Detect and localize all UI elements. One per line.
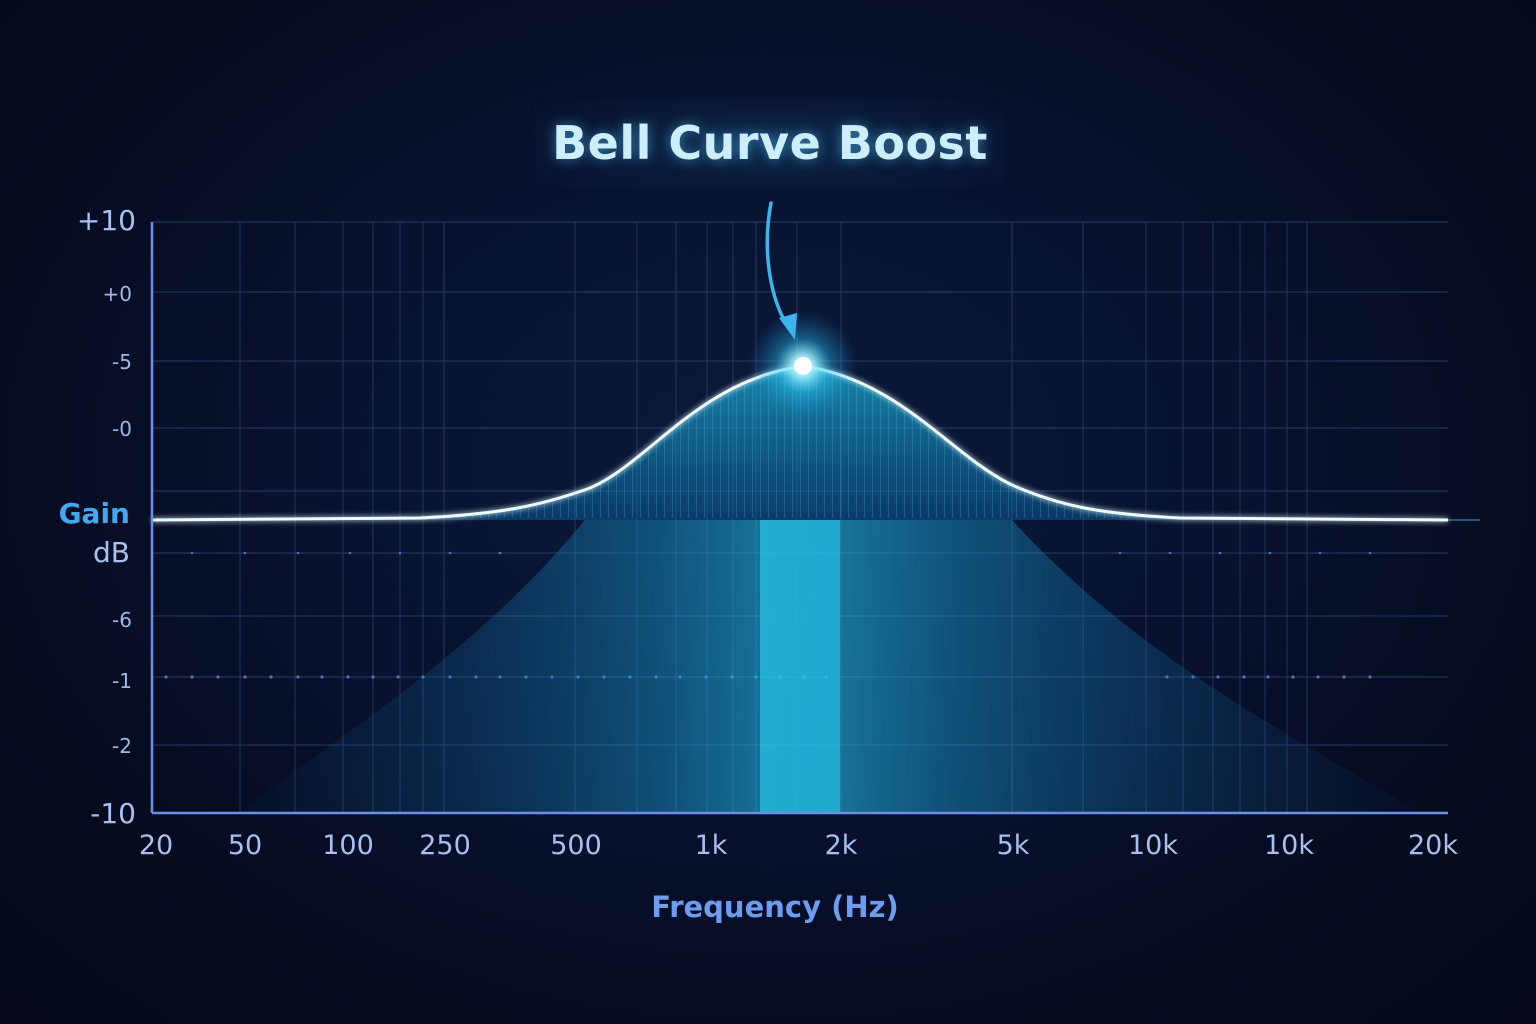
y-tick-label: +10: [76, 204, 136, 237]
y-tick-label: -2: [112, 734, 132, 758]
x-tick-label: 10k: [1264, 830, 1314, 861]
y-tick-label: -1: [112, 669, 132, 693]
x-tick-label: 1k: [694, 830, 728, 861]
y-tick-label: -6: [112, 608, 132, 632]
x-tick-label: 20k: [1408, 830, 1458, 861]
x-tick-label: 50: [227, 830, 263, 861]
x-tick-label: 10k: [1128, 830, 1178, 861]
y-tick-label: -0: [112, 417, 132, 441]
x-axis-label: Frequency (Hz): [651, 890, 899, 924]
peak-marker: [794, 357, 812, 375]
x-tick-label: 500: [550, 830, 602, 861]
chart-title-box: Bell Curve Boost: [535, 98, 1005, 188]
chart-title: Bell Curve Boost: [552, 116, 988, 170]
x-tick-label: 250: [419, 830, 471, 861]
x-tick-label: 5k: [996, 830, 1030, 861]
x-tick-label: 2k: [824, 830, 858, 861]
x-tick-label: 20: [138, 830, 174, 861]
y-tick-label: -5: [112, 350, 132, 374]
left-wedge-fill: [240, 520, 840, 813]
y-tick-label: -10: [90, 797, 136, 830]
y-tick-label: +0: [102, 282, 132, 306]
x-tick-label: 100: [322, 830, 374, 861]
y-axis-label-unit: dB: [93, 536, 130, 569]
right-wedge-fill: [760, 520, 1420, 813]
y-axis-label-gain: Gain: [58, 497, 130, 530]
